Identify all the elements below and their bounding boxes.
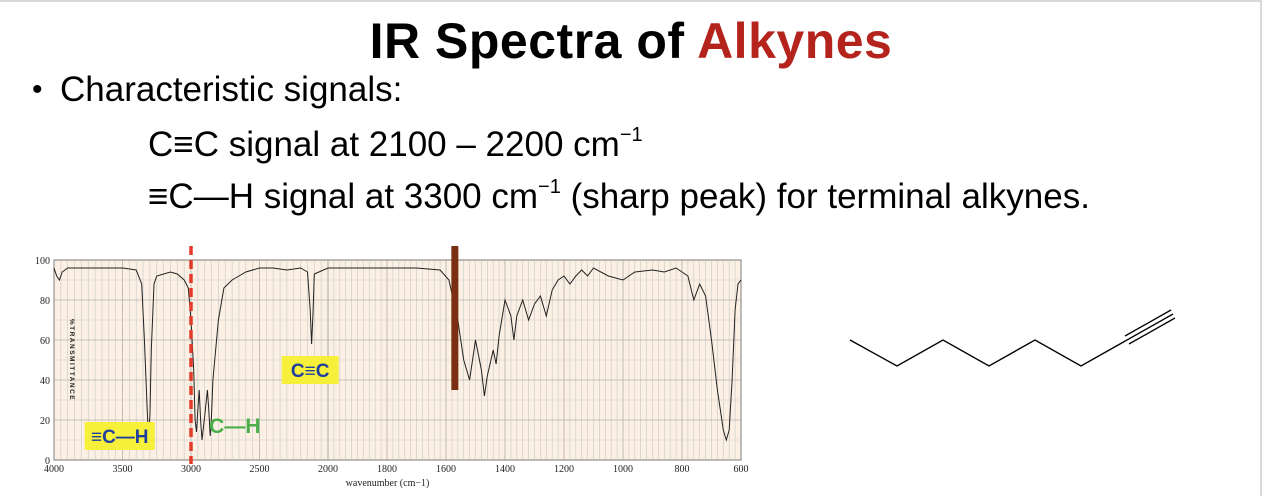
signal-line-1: C≡C signal at 2100 – 2200 cm−1 (148, 124, 643, 165)
y-tick-label: 100 (35, 256, 50, 267)
signal-line-2: ≡C—H signal at 3300 cm−1 (sharp peak) fo… (148, 176, 1090, 217)
x-tick-label: 1400 (495, 464, 515, 475)
signal-line-2-sup: −1 (538, 176, 561, 198)
oct-1-yne-skeletal-structure-icon (849, 309, 1176, 367)
y-axis-label: %TRANSMITTANCE (68, 319, 75, 401)
carbon-chain-bond (849, 339, 1128, 367)
x-axis-label: wavenumber (cm−1) (346, 478, 430, 489)
y-tick-label: 40 (40, 376, 50, 387)
peak-label-box (84, 422, 155, 450)
bullet-dot-icon: • (32, 73, 43, 106)
peak-label: C≡C (291, 361, 330, 382)
x-tick-label: 800 (675, 464, 690, 475)
x-tick-label: 1000 (613, 464, 633, 475)
x-tick-label: 3500 (113, 464, 133, 475)
signal-line-1-sup: −1 (619, 124, 643, 146)
title-main: IR Spectra of (369, 13, 698, 69)
x-tick-label: 2000 (318, 464, 338, 475)
x-tick-label: 1800 (377, 464, 397, 475)
triple-bond-center (1126, 313, 1174, 341)
slide-title: IR Spectra of Alkynes (0, 12, 1262, 70)
x-tick-label: 3000 (181, 464, 201, 475)
title-accent: Alkynes (697, 13, 893, 69)
signal-line-2-suffix: (sharp peak) for terminal alkynes. (560, 177, 1090, 216)
y-tick-label: 0 (45, 456, 50, 467)
triple-bond-upper (1124, 309, 1172, 337)
x-tick-label: 1200 (554, 464, 574, 475)
x-tick-label: 1600 (436, 464, 456, 475)
x-tick-label: 600 (734, 464, 749, 475)
peak-label-box (281, 356, 339, 384)
signal-line-2-text: ≡C—H signal at 3300 cm (148, 177, 539, 216)
y-tick-label: 60 (40, 336, 50, 347)
y-tick-label: 20 (40, 416, 50, 427)
triple-bond-lower (1128, 317, 1176, 345)
ir-spectrum-chart: 0 20 40 60 80 100 4000 3500 3000 2500 2000 1800 1600… (35, 246, 749, 489)
spectrum-series-line (53, 267, 742, 442)
peak-label: C—H (209, 415, 260, 438)
x-tick-label: 4000 (44, 464, 64, 475)
peak-label: ≡C—H (91, 427, 149, 448)
y-tick-label: 80 (40, 296, 50, 307)
x-tick-label: 2500 (250, 464, 270, 475)
bullet-text: Characteristic signals: (60, 70, 403, 109)
bullet-item: • Characteristic signals: (32, 70, 402, 110)
signal-line-1-text: C≡C signal at 2100 – 2200 cm (148, 125, 620, 164)
